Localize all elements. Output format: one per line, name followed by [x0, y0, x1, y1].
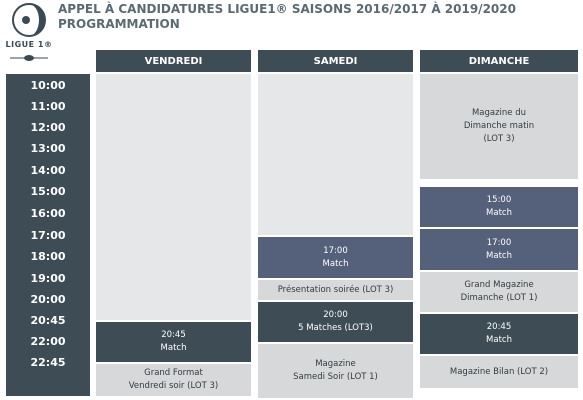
time-label: 20:45 — [30, 314, 66, 327]
logo-text: LIGUE 1® — [5, 40, 53, 49]
time-label: 12:00 — [30, 121, 66, 134]
title-line-1: APPEL À CANDIDATURES LIGUE1® SAISONS 201… — [58, 2, 516, 16]
time-label: 18:00 — [30, 250, 66, 263]
time-label: 11:00 — [30, 100, 66, 113]
time-label: 15:00 — [30, 185, 66, 198]
sunday-grand-magazine-block: Grand Magazine Dimanche (LOT 1) — [420, 272, 578, 312]
saturday-empty-slot — [258, 74, 413, 235]
time-label: 10:00 — [30, 79, 66, 92]
time-column: 10:00 11:00 12:00 13:00 14:00 15:00 16:0… — [6, 74, 90, 396]
sunday-bilan-magazine-block: Magazine Bilan (LOT 2) — [420, 356, 578, 388]
saturday-match-block: 17:00 Match — [258, 237, 413, 278]
sunday-match-1500-block: 15:00 Match — [420, 187, 578, 227]
time-label: 20:00 — [30, 293, 66, 306]
sunday-match-2045-block: 20:45 Match — [420, 314, 578, 354]
logo-decoration-icon — [10, 55, 48, 61]
friday-grand-format-block: Grand Format Vendredi soir (LOT 3) — [96, 364, 251, 396]
ligue1-logo: LIGUE 1® — [4, 2, 54, 66]
saturday-column: SAMEDI 17:00 Match Présentation soirée (… — [258, 50, 413, 398]
friday-column: VENDREDI 20:45 Match Grand Format Vendre… — [96, 50, 251, 396]
time-label: 14:00 — [30, 164, 66, 177]
day-header-friday: VENDREDI — [96, 50, 251, 72]
time-label: 22:45 — [30, 356, 66, 369]
time-label: 13:00 — [30, 142, 66, 155]
time-label: 16:00 — [30, 207, 66, 220]
time-label: 19:00 — [30, 272, 66, 285]
time-label: 17:00 — [30, 229, 66, 242]
day-header-saturday: SAMEDI — [258, 50, 413, 72]
saturday-magazine-block: Magazine Samedi Soir (LOT 1) — [258, 344, 413, 398]
friday-match-block: 20:45 Match — [96, 322, 251, 362]
title-line-2: PROGRAMMATION — [58, 17, 180, 31]
logo-emblem-icon — [12, 3, 46, 37]
saturday-presentation-block: Présentation soirée (LOT 3) — [258, 280, 413, 300]
time-label: 22:00 — [30, 335, 66, 348]
sunday-column: DIMANCHE Magazine du Dimanche matin (LOT… — [420, 50, 578, 396]
friday-empty-slot — [96, 74, 251, 320]
sunday-morning-magazine-block: Magazine du Dimanche matin (LOT 3) — [420, 74, 578, 179]
saturday-five-matches-block: 20:00 5 Matches (LOT3) — [258, 302, 413, 342]
day-header-sunday: DIMANCHE — [420, 50, 578, 72]
sunday-match-1700-block: 17:00 Match — [420, 229, 578, 270]
page-title: APPEL À CANDIDATURES LIGUE1® SAISONS 201… — [58, 2, 578, 32]
